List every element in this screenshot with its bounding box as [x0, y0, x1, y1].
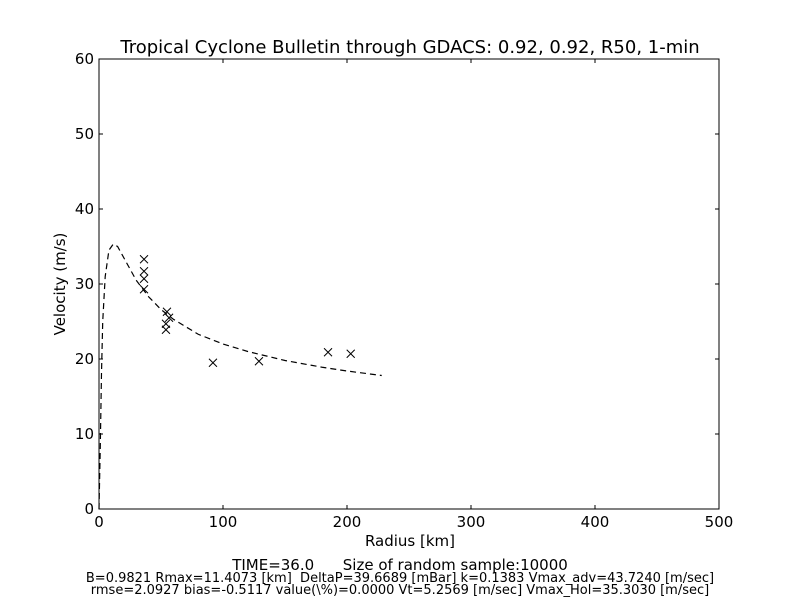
scatter-point — [161, 325, 171, 335]
scatter-point — [323, 347, 333, 357]
scatter-point — [139, 284, 149, 294]
x-tick-label: 300 — [457, 513, 486, 531]
y-tick-label: 60 — [75, 50, 94, 68]
y-tick-label: 0 — [84, 500, 94, 518]
y-tick-label: 30 — [75, 275, 94, 293]
x-tick-label: 200 — [333, 513, 362, 531]
scatter-point — [346, 349, 356, 359]
x-tick-label: 0 — [94, 513, 104, 531]
scatter-point — [254, 356, 264, 366]
y-tick-label: 40 — [75, 200, 94, 218]
y-tick-label: 10 — [75, 425, 94, 443]
x-tick-label: 100 — [209, 513, 238, 531]
x-tick-label: 500 — [705, 513, 734, 531]
chart-title: Tropical Cyclone Bulletin through GDACS:… — [119, 37, 699, 58]
annotation: TIME=36.0 Size of random sample:10000 — [231, 556, 568, 574]
scatter-point — [139, 254, 149, 264]
y-tick-label: 50 — [75, 125, 94, 143]
y-axis-label: Velocity (m/s) — [51, 233, 69, 336]
plot-frame — [98, 58, 720, 510]
annotation: B=0.9821 Rmax=11.4073 [km] DeltaP=39.668… — [86, 571, 714, 586]
x-tick-label: 400 — [581, 513, 610, 531]
scatter-point — [162, 307, 172, 317]
scatter-point — [139, 274, 149, 284]
scatter-point — [139, 266, 149, 276]
x-axis-label: Radius [km] — [365, 532, 455, 550]
scatter-point — [164, 313, 174, 323]
y-tick-label: 20 — [75, 350, 94, 368]
scatter-point — [208, 358, 218, 368]
line-series — [98, 243, 382, 510]
annotation: rmse=2.0927 bias=-0.5117 value(\%)=0.000… — [91, 583, 709, 598]
